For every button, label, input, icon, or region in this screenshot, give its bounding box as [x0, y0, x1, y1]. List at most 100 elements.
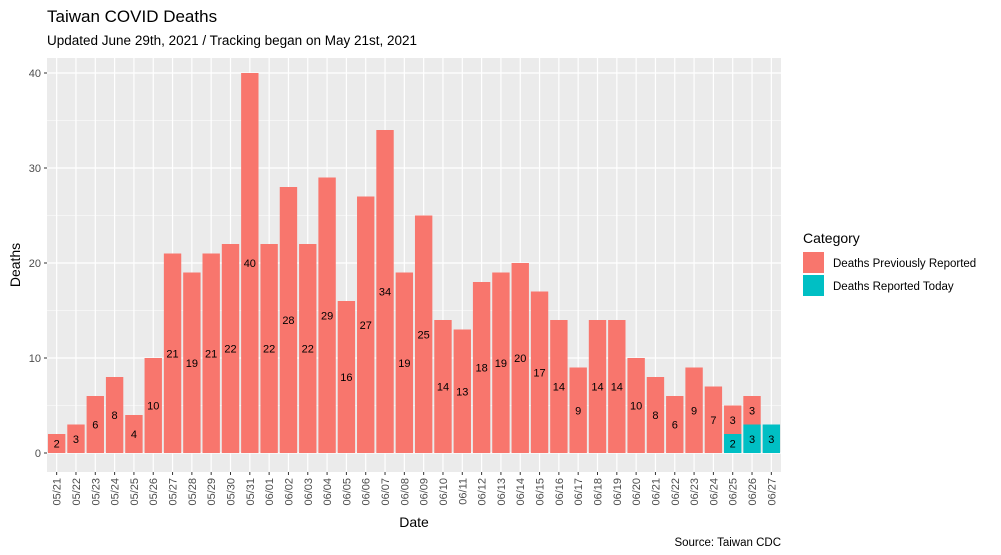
bar-deaths-previously-reported — [627, 358, 645, 453]
bar-deaths-previously-reported — [685, 367, 703, 453]
x-tick-label: 05/24 — [110, 478, 122, 506]
legend-label: Deaths Previously Reported — [833, 258, 976, 270]
bar-deaths-reported-today — [762, 424, 781, 453]
x-tick-label: 05/27 — [168, 478, 180, 506]
x-tick-label: 05/26 — [148, 478, 160, 506]
x-tick-label: 06/20 — [631, 478, 643, 506]
bar-label-deaths-previously-reported: 29 — [321, 310, 333, 322]
x-tick-label: 05/28 — [187, 478, 199, 506]
bar-deaths-previously-reported — [472, 282, 491, 453]
bar-label-deaths-previously-reported: 18 — [475, 363, 487, 375]
bar-deaths-previously-reported — [260, 244, 278, 453]
bar-label-deaths-previously-reported: 7 — [710, 415, 716, 427]
x-tick-label: 06/13 — [496, 478, 508, 506]
y-tick-label: 40 — [29, 68, 41, 80]
chart-caption: Source: Taiwan CDC — [674, 537, 781, 549]
x-tick-label: 05/31 — [245, 478, 257, 506]
chart-title: Taiwan COVID Deaths — [47, 7, 217, 26]
bar-label-deaths-previously-reported: 17 — [533, 367, 545, 379]
y-tick-label: 0 — [35, 448, 41, 460]
bar-label-deaths-previously-reported: 6 — [672, 420, 678, 432]
bar-label-deaths-previously-reported: 22 — [224, 344, 236, 356]
bar-deaths-previously-reported — [434, 320, 452, 453]
bar-deaths-previously-reported — [492, 272, 510, 453]
bar-deaths-previously-reported — [666, 396, 684, 453]
bar-label-deaths-reported-today: 3 — [749, 434, 755, 446]
x-tick-label: 06/09 — [419, 478, 431, 506]
bars — [47, 73, 781, 453]
x-tick-label: 06/18 — [593, 478, 605, 506]
bar-deaths-previously-reported — [105, 377, 124, 453]
x-tick-label: 05/23 — [90, 478, 102, 506]
y-axis-ticks: 0 10 20 30 40 — [29, 68, 47, 460]
x-tick-label: 06/23 — [689, 478, 701, 506]
x-tick-label: 06/12 — [477, 478, 489, 506]
bar-label-deaths-previously-reported: 21 — [166, 348, 178, 360]
bar-label-deaths-reported-today: 2 — [730, 439, 736, 451]
bar-label-deaths-previously-reported: 19 — [398, 358, 410, 370]
bar-deaths-previously-reported — [318, 177, 336, 453]
bar-label-deaths-previously-reported: 13 — [456, 386, 468, 398]
bar-label-deaths-previously-reported: 3 — [730, 415, 736, 427]
bar-deaths-previously-reported — [279, 187, 298, 453]
bar-deaths-previously-reported — [530, 291, 549, 453]
bar-label-deaths-previously-reported: 21 — [205, 348, 217, 360]
legend-items: Deaths Previously Reported Deaths Reporte… — [803, 252, 976, 296]
y-tick-label: 20 — [29, 258, 41, 270]
bar-label-deaths-previously-reported: 22 — [263, 344, 275, 356]
x-tick-label: 06/25 — [728, 478, 740, 506]
bar-label-deaths-previously-reported: 8 — [652, 410, 658, 422]
bar-deaths-previously-reported — [299, 244, 317, 453]
bar-label-deaths-previously-reported: 10 — [147, 401, 159, 413]
bar-deaths-previously-reported — [588, 320, 607, 453]
bar-label-deaths-previously-reported: 19 — [186, 358, 198, 370]
bar-deaths-previously-reported — [221, 244, 240, 453]
legend-swatch — [803, 252, 824, 273]
bar-label-deaths-previously-reported: 9 — [691, 405, 697, 417]
bar-label-deaths-previously-reported: 20 — [514, 353, 526, 365]
x-tick-label: 06/02 — [283, 478, 295, 506]
x-axis-ticks: 05/21 05/22 05/23 05/24 05/25 05/26 05/27 05/28… — [52, 472, 778, 506]
legend-label: Deaths Reported Today — [833, 281, 954, 293]
bar-label-deaths-previously-reported: 9 — [575, 405, 581, 417]
bar-label-deaths-previously-reported: 2 — [54, 439, 60, 451]
x-tick-label: 05/21 — [52, 478, 64, 506]
x-tick-label: 06/19 — [612, 478, 624, 506]
legend: Category Deaths Previously ReportedDeath… — [803, 230, 976, 296]
bar-deaths-previously-reported — [86, 396, 104, 453]
x-tick-label: 06/24 — [708, 478, 720, 506]
x-tick-label: 06/05 — [341, 478, 353, 506]
bar-label-deaths-previously-reported: 25 — [418, 329, 430, 341]
bar-deaths-previously-reported — [646, 377, 665, 453]
x-tick-label: 06/17 — [573, 478, 585, 506]
bar-deaths-previously-reported — [125, 415, 143, 453]
x-tick-label: 05/29 — [206, 478, 218, 506]
bar-deaths-previously-reported — [144, 358, 162, 453]
x-tick-label: 06/14 — [515, 478, 527, 506]
bar-deaths-previously-reported — [183, 272, 201, 453]
x-axis-title: Date — [399, 514, 429, 530]
bar-label-deaths-previously-reported: 28 — [282, 315, 294, 327]
x-tick-label: 06/07 — [380, 478, 392, 506]
bar-label-deaths-previously-reported: 8 — [112, 410, 118, 422]
bar-deaths-previously-reported — [202, 253, 220, 453]
x-tick-label: 06/21 — [650, 478, 662, 506]
x-tick-label: 06/01 — [264, 478, 276, 506]
x-tick-label: 06/08 — [399, 478, 411, 506]
bar-deaths-reported-today — [743, 424, 761, 453]
y-tick-label: 30 — [29, 163, 41, 175]
x-tick-label: 06/15 — [535, 478, 547, 506]
bar-deaths-previously-reported — [414, 215, 433, 453]
x-tick-label: 06/22 — [670, 478, 682, 506]
bar-deaths-previously-reported — [743, 396, 761, 425]
bar-label-deaths-previously-reported: 34 — [379, 287, 391, 299]
bar-label-deaths-reported-today: 3 — [768, 434, 774, 446]
x-tick-label: 06/16 — [554, 478, 566, 506]
bar-deaths-previously-reported — [453, 329, 471, 453]
bar-deaths-previously-reported — [569, 367, 587, 453]
x-tick-label: 06/10 — [438, 478, 450, 506]
bar-label-deaths-previously-reported: 16 — [340, 372, 352, 384]
x-tick-label: 06/03 — [303, 478, 315, 506]
